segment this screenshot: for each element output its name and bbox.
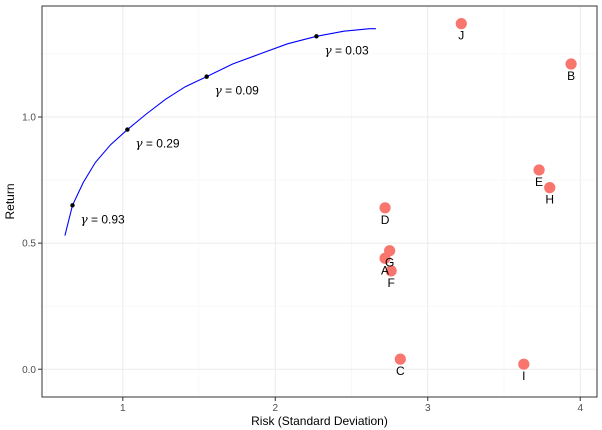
asset-label-b: B <box>567 69 575 83</box>
x-tick-label: 1 <box>120 403 126 414</box>
y-tick-label: 0.5 <box>22 239 36 250</box>
grid-lines <box>42 6 597 397</box>
asset-point-h <box>544 182 556 194</box>
asset-point-f <box>385 265 397 277</box>
asset-point-b <box>565 58 577 70</box>
frontier-gamma-marker <box>70 203 75 208</box>
asset-label-f: F <box>387 276 394 290</box>
asset-point-e <box>533 164 545 176</box>
y-axis-title: Return <box>3 183 17 219</box>
asset-label-i: I <box>522 369 525 383</box>
gamma-label: γ = 0.93 <box>80 212 125 226</box>
asset-label-j: J <box>458 29 464 43</box>
frontier-gamma-marker <box>314 34 319 39</box>
x-axis-ticks: 1 2 3 4 <box>120 397 583 414</box>
asset-points: A B C D E FG H I J <box>379 18 577 383</box>
asset-label-e: E <box>535 175 543 189</box>
asset-point-g <box>384 245 396 257</box>
asset-point-j <box>455 18 467 30</box>
x-tick-label: 3 <box>425 403 431 414</box>
x-tick-label: 2 <box>273 403 279 414</box>
x-axis-title: Risk (Standard Deviation) <box>251 414 388 428</box>
asset-label-a: A <box>381 263 389 277</box>
asset-label-h: H <box>545 193 554 207</box>
y-tick-label: 0.0 <box>22 365 36 376</box>
x-tick-label: 4 <box>577 403 583 414</box>
gamma-label: γ = 0.29 <box>135 137 180 151</box>
frontier-layer <box>64 28 376 236</box>
asset-label-g: G <box>385 256 394 270</box>
y-tick-label: 1.0 <box>22 112 36 123</box>
frontier-markers: γ = 0.93 γ = 0.29 γ = 0.09 γ = 0.03 <box>70 34 369 226</box>
y-axis-ticks: 0.0 0.5 1.0 <box>22 112 42 376</box>
gamma-label: γ = 0.03 <box>324 43 369 57</box>
frontier-gamma-marker <box>204 74 209 79</box>
asset-label-d: D <box>381 213 390 227</box>
gamma-label: γ = 0.09 <box>215 84 260 98</box>
asset-label-c: C <box>396 364 405 378</box>
frontier-gamma-marker <box>125 127 130 132</box>
panel-border <box>41 5 598 398</box>
asset-point-i <box>518 358 530 370</box>
efficient-frontier-line <box>64 28 376 236</box>
asset-point-d <box>379 202 391 214</box>
asset-point-c <box>394 353 406 365</box>
